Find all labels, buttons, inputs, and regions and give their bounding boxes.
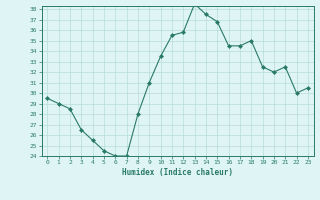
X-axis label: Humidex (Indice chaleur): Humidex (Indice chaleur) (122, 168, 233, 177)
